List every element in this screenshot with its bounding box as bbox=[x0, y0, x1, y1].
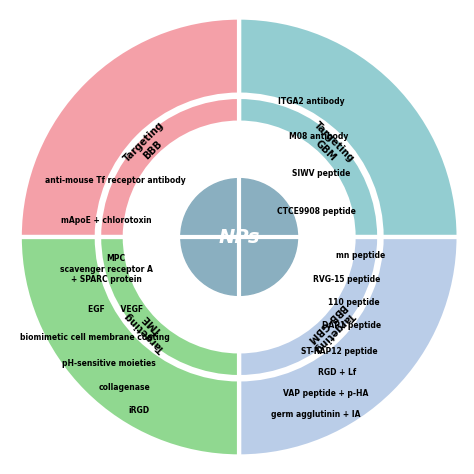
Circle shape bbox=[181, 179, 298, 295]
Wedge shape bbox=[99, 237, 239, 377]
Text: anti-mouse Tf receptor antibody: anti-mouse Tf receptor antibody bbox=[45, 176, 186, 185]
Circle shape bbox=[97, 95, 382, 379]
Text: RGD + Lf: RGD + Lf bbox=[318, 368, 356, 377]
Text: 110 peptide: 110 peptide bbox=[328, 298, 379, 307]
Text: collagenase: collagenase bbox=[99, 383, 151, 392]
Text: DAP1 peptide: DAP1 peptide bbox=[322, 321, 381, 330]
Text: MPC: MPC bbox=[106, 254, 125, 263]
Text: ITGA2 antibody: ITGA2 antibody bbox=[278, 97, 345, 106]
Wedge shape bbox=[239, 237, 459, 456]
Wedge shape bbox=[239, 18, 459, 237]
Text: VAP peptide + p-HA: VAP peptide + p-HA bbox=[283, 389, 368, 398]
Text: mApoE + chlorotoxin: mApoE + chlorotoxin bbox=[61, 216, 151, 225]
Text: germ agglutinin + IA: germ agglutinin + IA bbox=[272, 410, 361, 419]
Text: Targeting
BBB: Targeting BBB bbox=[122, 120, 174, 173]
Text: iRGD: iRGD bbox=[128, 406, 149, 415]
Text: Targeting
BBB-GBM: Targeting BBB-GBM bbox=[304, 301, 356, 354]
Text: SIWV peptide: SIWV peptide bbox=[292, 170, 350, 179]
Wedge shape bbox=[99, 97, 239, 237]
Wedge shape bbox=[239, 237, 379, 377]
Text: mn peptide: mn peptide bbox=[336, 251, 385, 260]
Text: Targeting
TME: Targeting TME bbox=[122, 301, 174, 354]
Circle shape bbox=[125, 123, 354, 351]
Text: pH-sensitive moieties: pH-sensitive moieties bbox=[62, 358, 155, 367]
Text: ST-RAP12 peptide: ST-RAP12 peptide bbox=[301, 347, 378, 356]
Text: biomimetic cell membrane coating: biomimetic cell membrane coating bbox=[19, 333, 169, 342]
Wedge shape bbox=[239, 97, 379, 237]
Wedge shape bbox=[20, 237, 239, 456]
Text: CTCE9908 peptide: CTCE9908 peptide bbox=[277, 207, 356, 216]
Text: EGF      VEGF: EGF VEGF bbox=[88, 305, 143, 314]
Text: NPs: NPs bbox=[219, 228, 260, 246]
Text: Targeting
GBM: Targeting GBM bbox=[304, 120, 356, 173]
Wedge shape bbox=[20, 18, 239, 237]
Text: M08 antibody: M08 antibody bbox=[289, 132, 348, 141]
Text: scavenger receptor A
+ SPARC protein: scavenger receptor A + SPARC protein bbox=[60, 264, 153, 284]
Text: RVG-15 peptide: RVG-15 peptide bbox=[313, 274, 380, 283]
